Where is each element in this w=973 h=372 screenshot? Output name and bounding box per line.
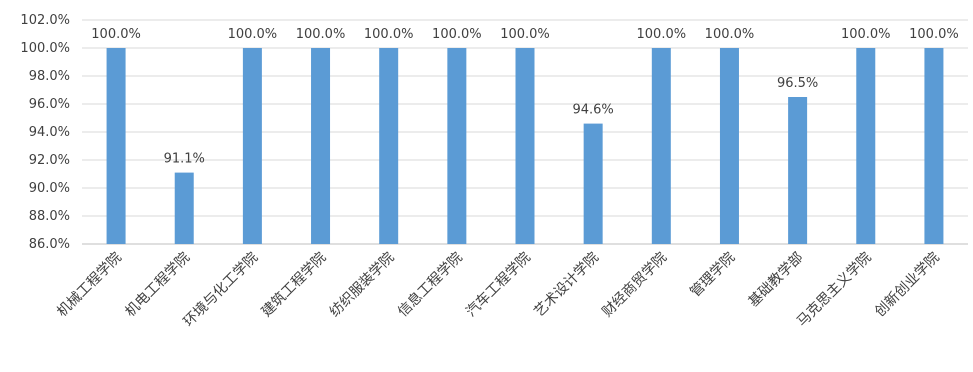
bar (242, 48, 262, 244)
y-axis-tick-labels: 86.0% 88.0% 90.0% 92.0% 94.0% 96.0% 98.0% 100.0… (20, 13, 70, 252)
y-tick-label: 90.0% (29, 181, 70, 196)
data-label: 100.0% (228, 27, 278, 42)
x-category-label: 信息工程学院 (394, 249, 465, 320)
data-label: 91.1% (164, 152, 205, 167)
x-category-label: 建筑工程学院 (259, 250, 330, 321)
bar (583, 123, 603, 244)
bar (447, 48, 467, 244)
x-category-label: 马克思主义学院 (794, 250, 875, 331)
bar (856, 48, 876, 244)
x-category-label: 艺术设计学院 (531, 250, 602, 321)
bar (106, 48, 126, 244)
data-label: 100.0% (705, 27, 755, 42)
x-axis-category-labels: 机械工程学院机电工程学院环境与化工学院建筑工程学院纺织服装学院信息工程学院汽车工… (54, 249, 943, 330)
x-category-label: 创新创业学院 (872, 250, 943, 321)
bar (788, 97, 808, 244)
data-label: 100.0% (841, 27, 891, 42)
data-label: 100.0% (364, 27, 414, 42)
data-label: 100.0% (432, 27, 482, 42)
x-category-label: 基础教学部 (745, 249, 807, 311)
bar (311, 48, 331, 244)
data-label: 100.0% (500, 27, 550, 42)
y-tick-label: 102.0% (20, 13, 70, 28)
bar (174, 172, 194, 244)
bar (515, 48, 535, 244)
data-label: 94.6% (572, 103, 613, 118)
y-tick-label: 98.0% (29, 69, 70, 84)
data-label: 100.0% (637, 27, 687, 42)
x-category-label: 机电工程学院 (122, 250, 193, 321)
y-tick-label: 100.0% (20, 41, 70, 56)
x-category-label: 环境与化工学院 (181, 250, 262, 331)
bar (379, 48, 399, 244)
x-category-label: 机械工程学院 (54, 250, 125, 321)
x-category-label: 纺织服装学院 (327, 250, 398, 321)
x-category-label: 管理学院 (687, 250, 738, 301)
y-tick-label: 86.0% (29, 237, 70, 252)
y-tick-label: 96.0% (29, 97, 70, 112)
data-label: 96.5% (777, 76, 818, 91)
y-tick-label: 92.0% (29, 153, 70, 168)
bar (924, 48, 944, 244)
bars (106, 48, 944, 244)
bar (651, 48, 671, 244)
data-label: 100.0% (909, 27, 959, 42)
y-tick-label: 94.0% (29, 125, 70, 140)
x-category-label: 汽车工程学院 (462, 249, 533, 320)
x-category-label: 财经商贸学院 (599, 250, 670, 321)
data-label: 100.0% (91, 27, 141, 42)
bar (719, 48, 739, 244)
data-label: 100.0% (296, 27, 346, 42)
y-tick-label: 88.0% (29, 209, 70, 224)
data-labels: 100.0% 91.1% 100.0% 100.0% 100.0% 100.0% 100.0… (91, 27, 958, 167)
